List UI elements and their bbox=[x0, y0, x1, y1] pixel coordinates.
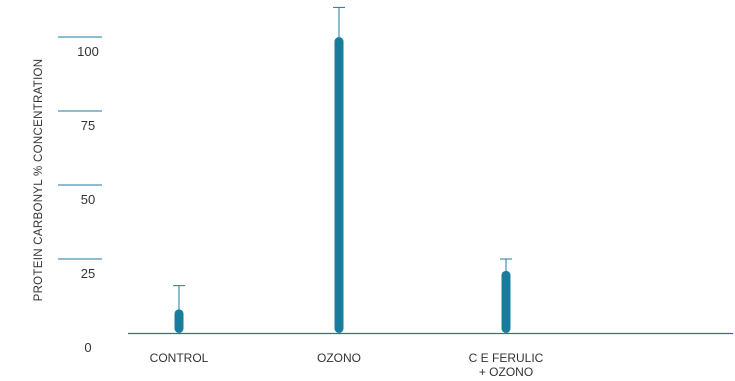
category-labels: CONTROL OZONO C E FERULIC+ OZONO bbox=[150, 351, 544, 379]
bar bbox=[334, 37, 344, 333]
bar bbox=[174, 309, 184, 333]
bar-group bbox=[333, 6, 345, 333]
y-tick-label: 75 bbox=[81, 118, 95, 133]
y-axis-title-group: PROTEIN CARBONYL % CONCENTRATION bbox=[33, 59, 45, 302]
bar-group bbox=[500, 258, 512, 333]
y-axis-title: PROTEIN CARBONYL % CONCENTRATION bbox=[33, 59, 45, 302]
y-tick-label: 25 bbox=[81, 266, 95, 281]
y-tick-label: 0 bbox=[84, 340, 91, 355]
bars bbox=[173, 6, 512, 333]
category-label: OZONO bbox=[317, 351, 361, 365]
y-axis-ticks: 0 25 50 75 100 bbox=[58, 36, 102, 355]
bar bbox=[501, 270, 511, 333]
bar-group bbox=[173, 285, 185, 333]
category-label: CONTROL bbox=[150, 351, 209, 365]
y-tick-label: 100 bbox=[77, 44, 99, 59]
category-label: C E FERULIC bbox=[469, 351, 544, 365]
y-tick-label: 50 bbox=[81, 192, 95, 207]
category-label: + OZONO bbox=[479, 365, 533, 379]
